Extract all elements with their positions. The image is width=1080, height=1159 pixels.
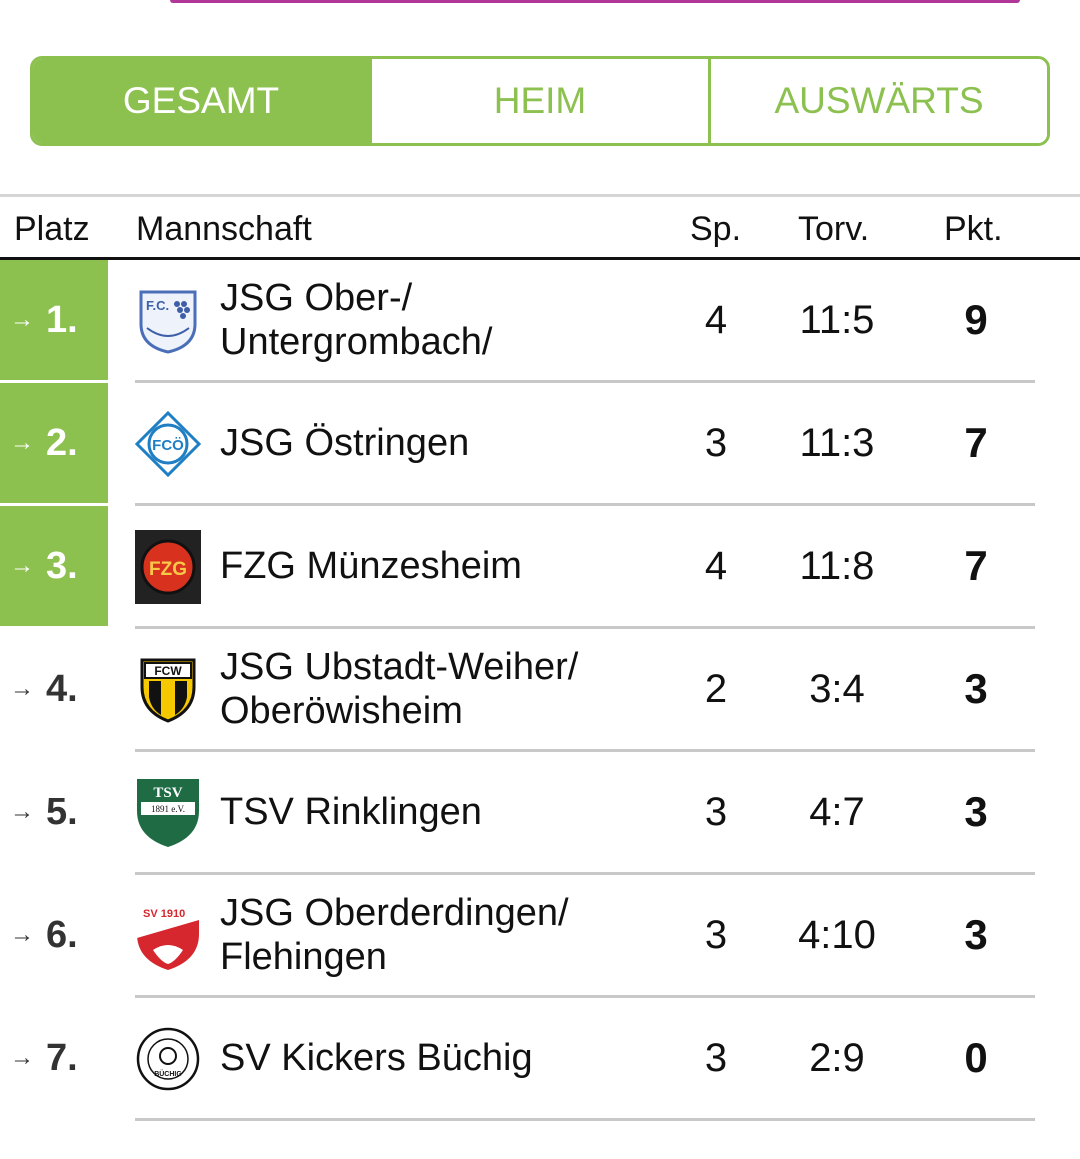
points: 9	[964, 296, 988, 343]
games-played: 3	[704, 420, 728, 465]
row-divider	[135, 380, 1035, 383]
table-row[interactable]: → 5. TSV 1891 e.V. TSV Rinklingen 3 4:7 …	[0, 752, 1080, 875]
row-divider	[135, 749, 1035, 752]
row-divider	[135, 995, 1035, 998]
top-accent-strip	[170, 0, 1020, 3]
rank-number: 7.	[46, 1036, 78, 1079]
svg-text:1891 e.V.: 1891 e.V.	[151, 804, 185, 814]
tab-gesamt[interactable]: GESAMT	[33, 59, 369, 143]
goal-ratio: 11:8	[799, 543, 875, 588]
tab-heim[interactable]: HEIM	[369, 59, 708, 143]
team-name: JSG Oberderdingen/Flehingen	[220, 892, 569, 978]
goal-ratio: 4:10	[798, 912, 876, 957]
table-row[interactable]: → 6. SV 1910 JSG Oberderdingen/Flehingen…	[0, 875, 1080, 998]
rank-cell: → 4.	[0, 629, 108, 749]
arrow-right-icon: →	[10, 306, 34, 333]
rank-cell: → 2.	[0, 383, 108, 503]
goal-ratio: 11:3	[799, 420, 875, 465]
tsv-rinklingen-shield-logo-icon: TSV 1891 e.V.	[135, 779, 201, 847]
svg-text:SV 1910: SV 1910	[143, 908, 185, 920]
arrow-right-icon: →	[10, 921, 34, 948]
row-divider	[135, 872, 1035, 875]
team-name: SV Kickers Büchig	[220, 1037, 533, 1079]
rank-cell: → 1.	[0, 260, 108, 380]
svg-text:TSV: TSV	[153, 785, 182, 801]
goal-ratio: 11:5	[799, 297, 875, 342]
team-name: FZG Münzesheim	[220, 545, 522, 587]
table-row[interactable]: → 4. FCW JSG Ubstadt-Weiher/Oberöwisheim…	[0, 629, 1080, 752]
games-played: 3	[704, 912, 728, 957]
row-divider	[135, 1118, 1035, 1121]
table-row[interactable]: → 1. F.C. JSG Ober-/Untergrombach/ 4 11:…	[0, 260, 1080, 383]
table-row[interactable]: → 7. BÜCHIG SV Kickers Büchig 3 2:9 0	[0, 998, 1080, 1121]
arrow-right-icon: →	[10, 429, 34, 456]
arrow-right-icon: →	[10, 798, 34, 825]
column-header-pkt: Pkt.	[944, 210, 1003, 248]
team-name: JSG Ubstadt-Weiher/Oberöwisheim	[220, 646, 579, 732]
fcw-shield-logo-icon: FCW	[135, 657, 201, 723]
column-header-platz: Platz	[14, 210, 90, 248]
games-played: 3	[704, 1035, 728, 1080]
rank-number: 1.	[46, 298, 78, 341]
rank-number: 3.	[46, 544, 78, 587]
sv-kickers-buechig-seal-logo-icon: BÜCHIG	[135, 1026, 201, 1092]
arrow-right-icon: →	[10, 675, 34, 702]
arrow-right-icon: →	[10, 552, 34, 579]
team-name: TSV Rinklingen	[220, 791, 482, 833]
goal-ratio: 2:9	[809, 1035, 865, 1080]
points: 7	[964, 419, 988, 466]
svg-text:FCW: FCW	[154, 664, 182, 678]
games-played: 3	[704, 789, 728, 834]
table-row[interactable]: → 2. FCÖ JSG Östringen 3 11:3 7	[0, 383, 1080, 506]
arrow-right-icon: →	[10, 1044, 34, 1071]
games-played: 4	[704, 543, 728, 588]
games-played: 2	[704, 666, 728, 711]
sv-oberderdingen-shield-logo-icon: SV 1910	[135, 902, 201, 970]
tab-auswaerts[interactable]: AUSWÄRTS	[708, 59, 1047, 143]
fc-oestringen-logo-icon: FCÖ	[135, 411, 201, 477]
view-tabs: GESAMT HEIM AUSWÄRTS	[30, 56, 1050, 146]
table-row[interactable]: → 3. FZG FZG Münzesheim 4 11:8 7	[0, 506, 1080, 629]
points: 7	[964, 542, 988, 589]
svg-text:FCÖ: FCÖ	[152, 437, 184, 454]
rank-number: 2.	[46, 421, 78, 464]
column-header-mannschaft: Mannschaft	[136, 210, 312, 248]
goal-ratio: 3:4	[809, 666, 865, 711]
svg-text:FZG: FZG	[149, 559, 187, 580]
rank-number: 4.	[46, 667, 78, 710]
column-header-torv: Torv.	[798, 210, 870, 248]
team-name: JSG Östringen	[220, 422, 470, 464]
svg-text:BÜCHIG: BÜCHIG	[154, 1069, 182, 1078]
goal-ratio: 4:7	[809, 789, 865, 834]
fc-obergrombach-logo-icon: F.C.	[135, 288, 201, 354]
points: 0	[964, 1034, 988, 1081]
rank-number: 6.	[46, 913, 78, 956]
rank-cell: → 7.	[0, 998, 108, 1118]
rank-number: 5.	[46, 790, 78, 833]
games-played: 4	[704, 297, 728, 342]
table-top-border	[0, 194, 1080, 197]
team-name: JSG Ober-/Untergrombach/	[220, 277, 493, 363]
points: 3	[964, 665, 988, 712]
rank-cell: → 3.	[0, 506, 108, 626]
table-header-divider	[0, 257, 1080, 260]
fv-muenzesheim-logo-icon: FZG	[135, 530, 201, 604]
svg-text:F.C.: F.C.	[146, 298, 169, 313]
row-divider	[135, 503, 1035, 506]
rank-cell: → 5.	[0, 752, 108, 872]
points: 3	[964, 911, 988, 958]
rank-cell: → 6.	[0, 875, 108, 995]
points: 3	[964, 788, 988, 835]
column-header-sp: Sp.	[690, 210, 742, 248]
row-divider	[135, 626, 1035, 629]
